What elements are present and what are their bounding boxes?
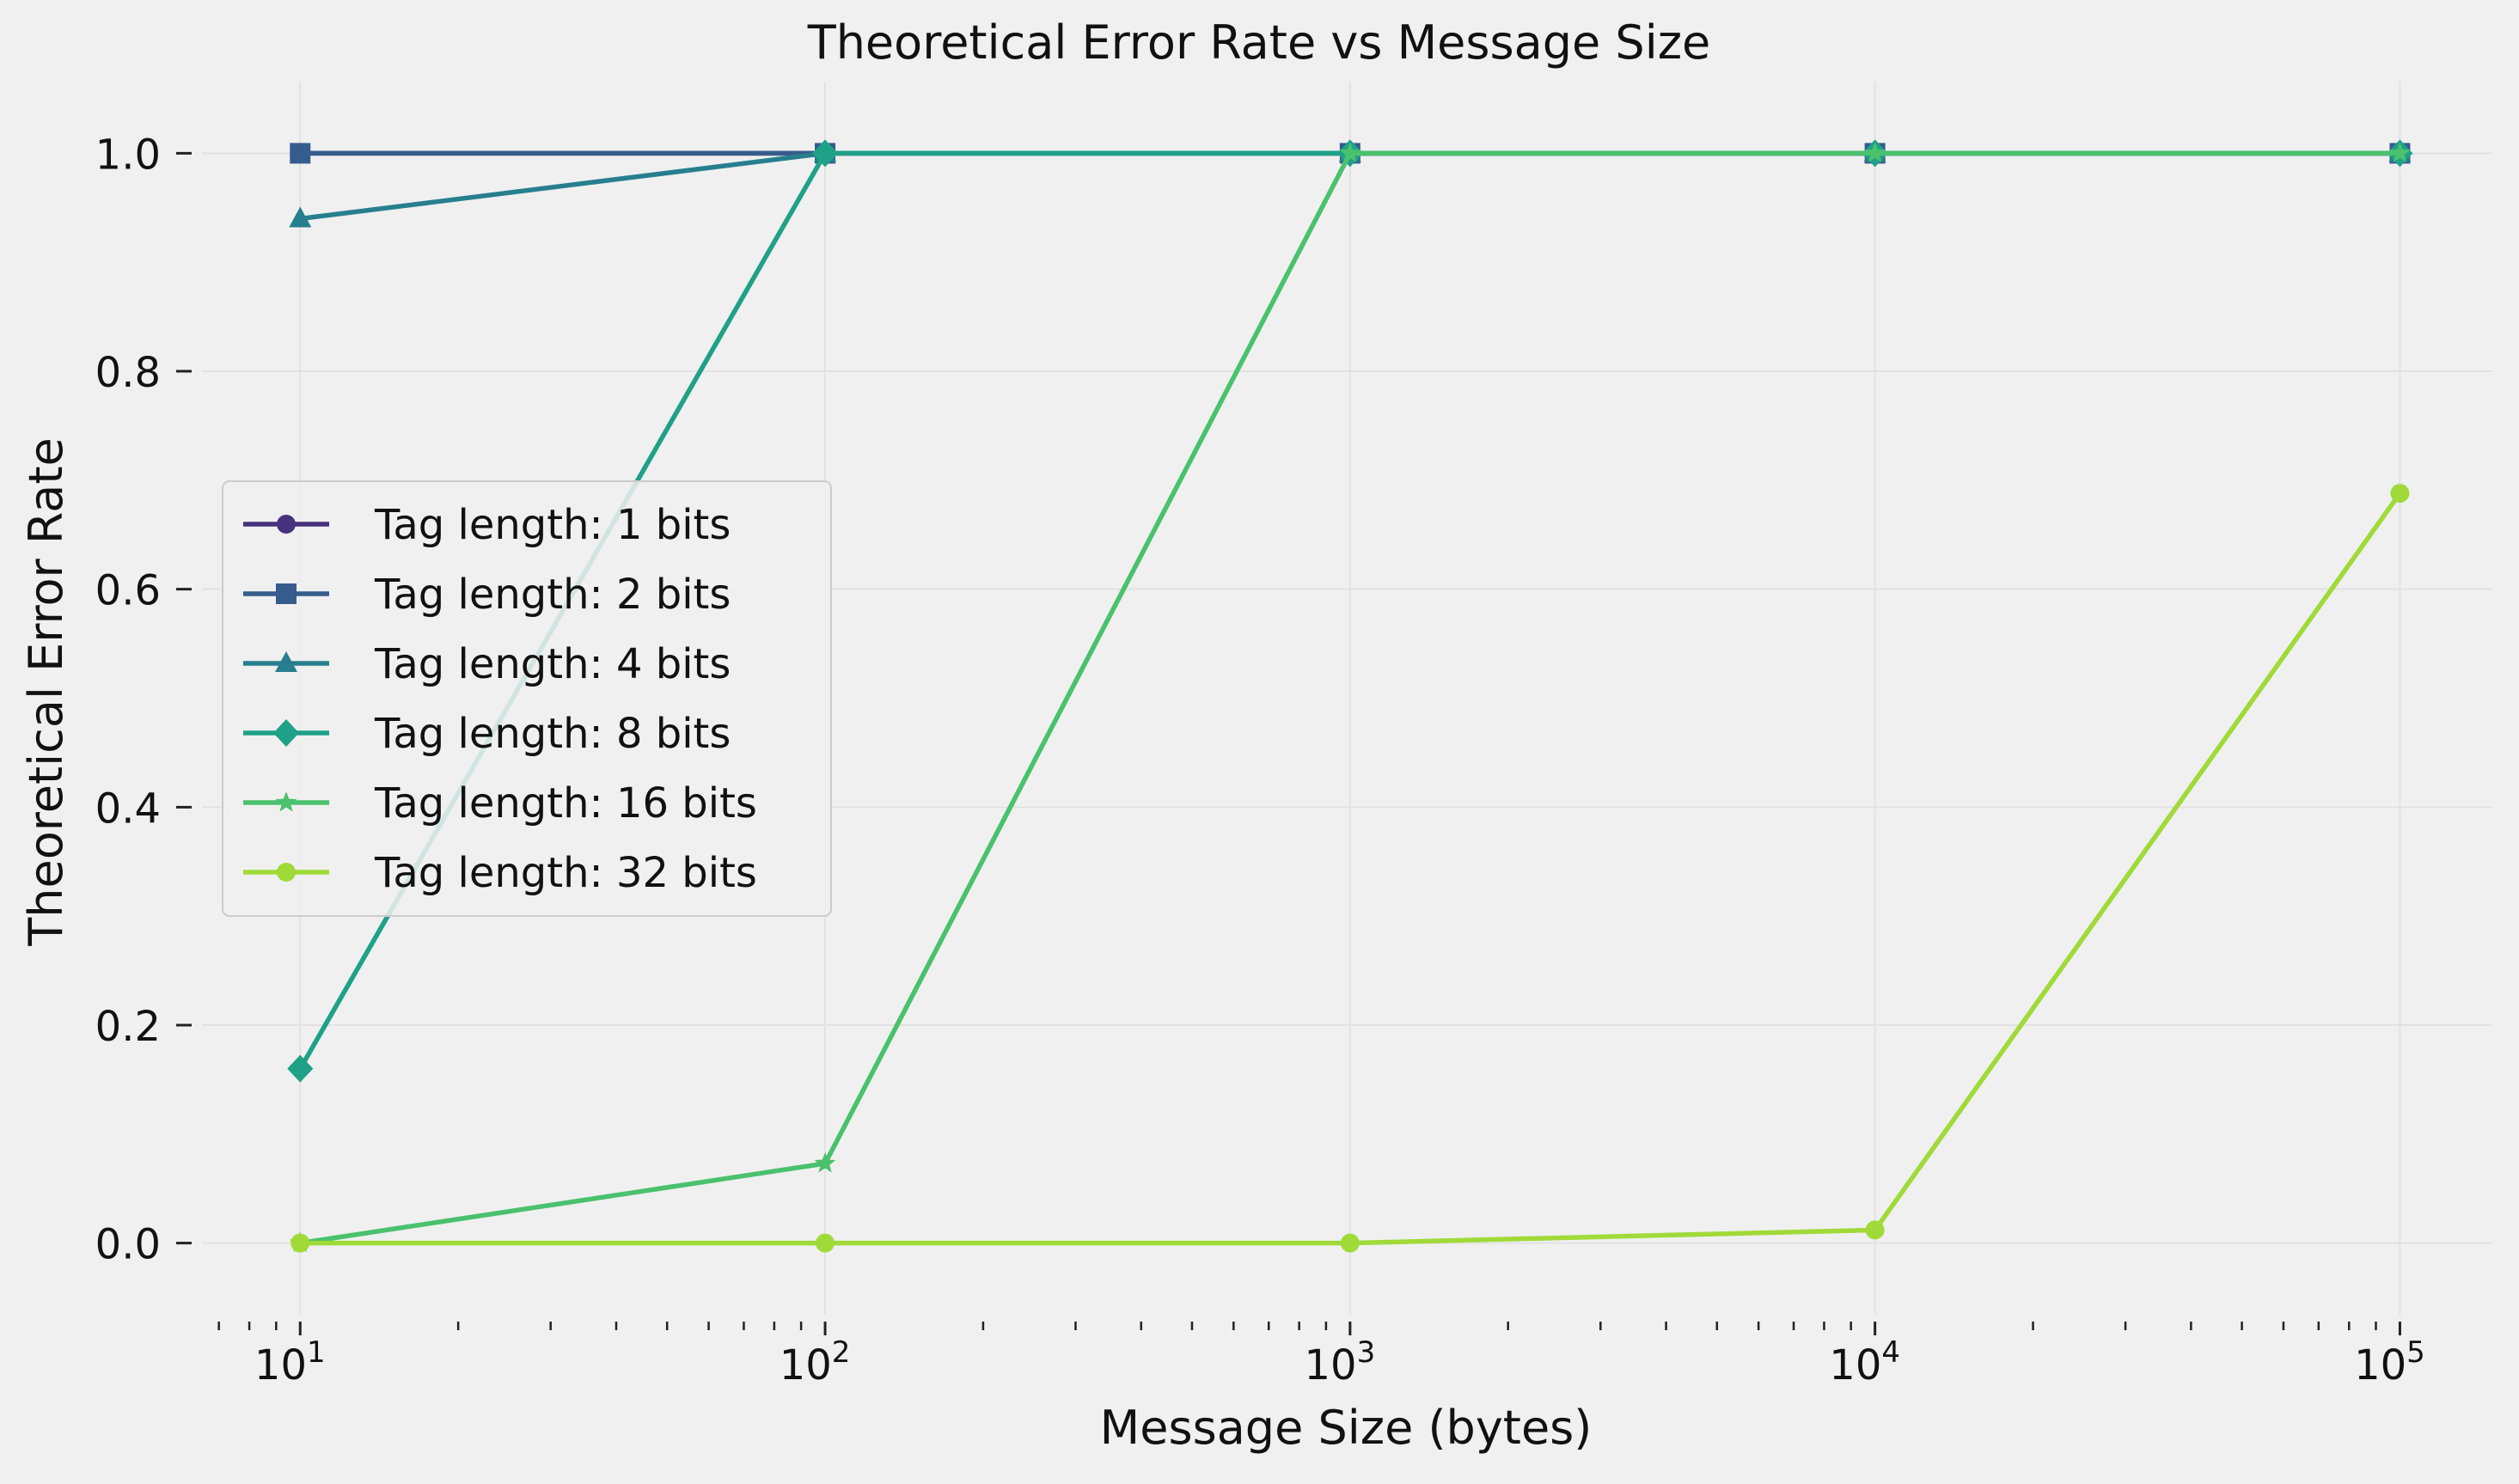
y-tick-label: 0.8 xyxy=(95,349,161,397)
y-tick-label: 0.0 xyxy=(95,1221,161,1269)
legend-item: Tag length: 8 bits xyxy=(243,710,731,758)
y-tick-label: 0.6 xyxy=(95,567,161,615)
data-point xyxy=(816,1233,835,1253)
data-point xyxy=(290,1233,310,1253)
data-point xyxy=(1340,1233,1360,1253)
legend-item: Tag length: 32 bits xyxy=(243,849,757,897)
data-point xyxy=(290,143,311,164)
data-point xyxy=(2390,484,2410,504)
data-point xyxy=(2389,142,2411,162)
legend-label: Tag length: 8 bits xyxy=(374,710,731,758)
y-tick-label: 1.0 xyxy=(95,131,161,179)
data-point xyxy=(289,206,312,228)
legend-marker xyxy=(275,791,297,812)
x-tick-label: 103 xyxy=(1304,1335,1375,1389)
legend-label: Tag length: 2 bits xyxy=(374,571,731,619)
y-axis-label: Theoretical Error Rate xyxy=(19,437,73,946)
data-point xyxy=(1339,142,1361,162)
legend-label: Tag length: 4 bits xyxy=(374,640,731,688)
legend-item: Tag length: 2 bits xyxy=(243,571,731,619)
legend-item: Tag length: 4 bits xyxy=(243,640,731,688)
legend-marker xyxy=(276,583,297,604)
series-6 xyxy=(290,484,2410,1253)
x-axis-label: Message Size (bytes) xyxy=(1100,1401,1593,1455)
legend-marker xyxy=(273,719,299,747)
legend-marker xyxy=(277,515,296,534)
data-point xyxy=(814,1152,836,1173)
x-tick-label: 104 xyxy=(1829,1335,1900,1389)
legend-item: Tag length: 1 bits xyxy=(243,501,731,549)
chart-title: Theoretical Error Rate vs Message Size xyxy=(807,15,1711,70)
data-point xyxy=(287,1054,314,1083)
series-lines xyxy=(287,139,2413,1253)
x-axis: 101 102 103 104 105 xyxy=(217,1322,2425,1389)
legend-label: Tag length: 32 bits xyxy=(374,849,757,897)
y-tick-label: 0.2 xyxy=(95,1003,161,1051)
x-tick-label: 102 xyxy=(780,1335,851,1389)
legend-item: Tag length: 16 bits xyxy=(243,779,757,827)
y-axis: 0.0 0.2 0.4 0.6 0.8 1.0 xyxy=(95,131,192,1269)
legend: Tag length: 1 bits Tag length: 2 bits Tag … xyxy=(222,480,832,917)
legend-marker xyxy=(277,863,296,882)
data-point xyxy=(812,139,839,168)
legend-marker xyxy=(275,651,297,672)
legend-label: Tag length: 16 bits xyxy=(374,779,757,827)
legend-label: Tag length: 1 bits xyxy=(374,501,731,549)
y-tick-label: 0.4 xyxy=(95,785,161,833)
data-point xyxy=(1865,1220,1885,1240)
legend-box xyxy=(222,480,832,917)
x-tick-label: 105 xyxy=(2354,1335,2425,1389)
x-tick-label: 101 xyxy=(254,1335,326,1389)
data-point xyxy=(1864,142,1886,162)
